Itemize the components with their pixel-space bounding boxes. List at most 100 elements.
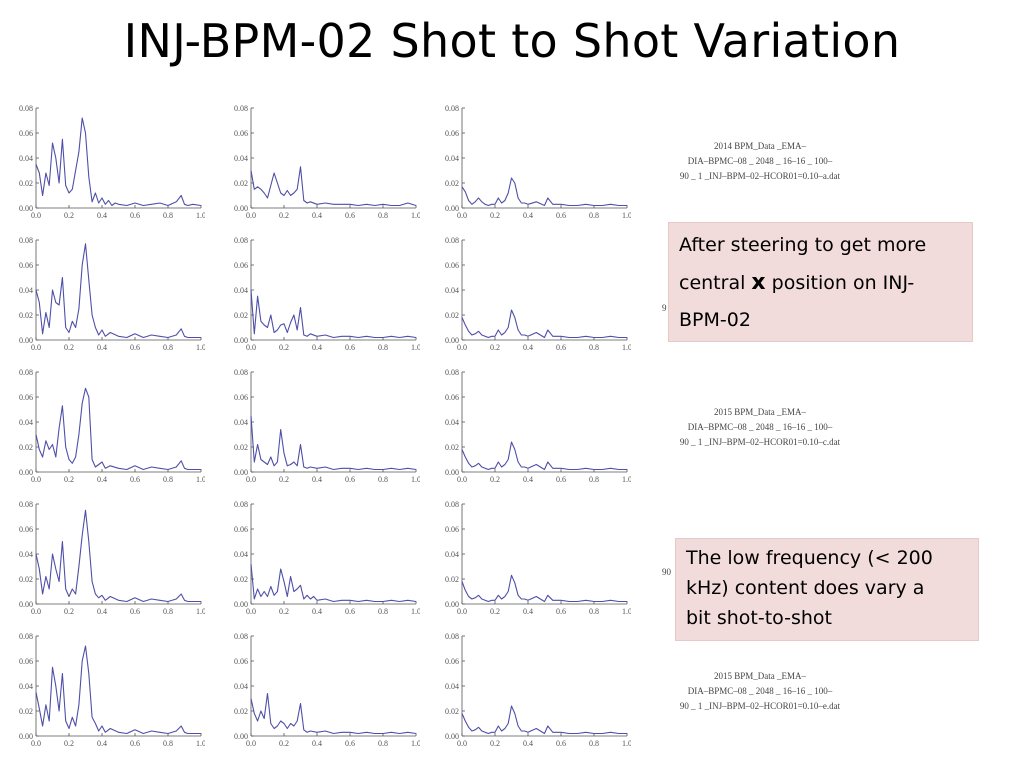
spectrum-line bbox=[461, 574, 627, 603]
x-tick-label: 0.2 bbox=[279, 211, 289, 220]
plot-canvas: 0.00 0.02 0.04 0.06 0.08 0.0 0.2 0.4 0.6 0.8 1.0 bbox=[234, 104, 420, 220]
x-tick-label: 0.2 bbox=[490, 607, 500, 616]
x-tick-label: 0.6 bbox=[130, 343, 140, 352]
spectrum-line bbox=[35, 117, 202, 207]
note-line: kHz) content does vary a bbox=[686, 577, 925, 599]
y-tick-label: 0.08 bbox=[19, 368, 33, 377]
x-tick-label: 0.0 bbox=[246, 607, 256, 616]
x-tick-label: 0.4 bbox=[97, 607, 107, 616]
note-text: position on INJ- bbox=[765, 272, 915, 294]
x-tick-label: 0.2 bbox=[279, 607, 289, 616]
spectrum-line bbox=[461, 441, 627, 471]
spectrum-line bbox=[461, 309, 627, 339]
x-tick-label: 0.4 bbox=[523, 475, 533, 484]
plot-canvas: 0.00 0.02 0.04 0.06 0.08 0.0 0.2 0.4 0.6 0.8 1.0 bbox=[234, 368, 420, 484]
y-tick-label: 0.06 bbox=[234, 525, 248, 534]
filename-line: 90 _ 1 _INJ–BPM–02–HCOR01=0.10–a.dat bbox=[679, 171, 841, 181]
plot-canvas: 0.00 0.02 0.04 0.06 0.08 0.0 0.2 0.4 0.6 0.8 1.0 bbox=[19, 236, 205, 352]
y-tick-label: 0.00 bbox=[445, 732, 459, 741]
y-tick-label: 0.06 bbox=[445, 393, 459, 402]
x-tick-label: 0.4 bbox=[97, 739, 107, 748]
x-tick-label: 0.6 bbox=[345, 607, 355, 616]
x-tick-label: 1.0 bbox=[411, 607, 420, 616]
x-tick-label: 0.8 bbox=[163, 343, 173, 352]
partial-filename-glyph: 9 bbox=[662, 303, 667, 313]
x-tick-label: 0.6 bbox=[345, 211, 355, 220]
plot-canvas: 0.00 0.02 0.04 0.06 0.08 0.0 0.2 0.4 0.6 0.8 1.0 bbox=[234, 500, 420, 616]
y-tick-label: 0.00 bbox=[19, 600, 33, 609]
filename-line: DIA–BPMC–08 _ 2048 _ 16–16 _ 100– bbox=[687, 686, 833, 696]
y-tick-label: 0.08 bbox=[445, 368, 459, 377]
y-tick-label: 0.02 bbox=[234, 575, 248, 584]
x-tick-label: 0.4 bbox=[97, 343, 107, 352]
x-tick-label: 0.8 bbox=[589, 739, 599, 748]
y-tick-label: 0.08 bbox=[445, 500, 459, 509]
spectrum-plot-r5c3: 0.00 0.02 0.04 0.06 0.08 0.0 0.2 0.4 0.6 0.8 1.0 bbox=[436, 631, 631, 751]
x-tick-label: 0.8 bbox=[163, 607, 173, 616]
x-tick-label: 0.8 bbox=[589, 475, 599, 484]
slide-title: INJ-BPM-02 Shot to Shot Variation bbox=[123, 14, 901, 68]
x-tick-label: 1.0 bbox=[411, 475, 420, 484]
note-bold-x: x bbox=[751, 270, 766, 295]
spectrum-line bbox=[250, 289, 417, 339]
x-tick-label: 0.8 bbox=[378, 343, 388, 352]
y-tick-label: 0.02 bbox=[19, 311, 33, 320]
x-tick-label: 0.0 bbox=[246, 343, 256, 352]
x-tick-label: 0.2 bbox=[64, 211, 74, 220]
x-tick-label: 1.0 bbox=[196, 211, 205, 220]
x-tick-label: 0.2 bbox=[490, 343, 500, 352]
y-tick-label: 0.06 bbox=[19, 393, 33, 402]
x-tick-label: 0.2 bbox=[279, 475, 289, 484]
note-line: The low frequency (< 200 bbox=[686, 547, 933, 569]
x-tick-label: 0.2 bbox=[279, 739, 289, 748]
y-tick-label: 0.00 bbox=[234, 204, 248, 213]
spectrum-plot-r4c3: 0.00 0.02 0.04 0.06 0.08 0.0 0.2 0.4 0.6 0.8 1.0 bbox=[436, 499, 631, 619]
x-tick-label: 0.6 bbox=[130, 211, 140, 220]
x-tick-label: 1.0 bbox=[622, 475, 631, 484]
x-tick-label: 0.6 bbox=[345, 343, 355, 352]
y-tick-label: 0.04 bbox=[19, 154, 33, 163]
filename-line: DIA–BPMC–08 _ 2048 _ 16–16 _ 100– bbox=[687, 422, 833, 432]
x-tick-label: 0.6 bbox=[556, 739, 566, 748]
y-tick-label: 0.04 bbox=[234, 286, 248, 295]
y-tick-label: 0.08 bbox=[234, 236, 248, 245]
y-tick-label: 0.04 bbox=[234, 154, 248, 163]
note-line: After steering to get more bbox=[679, 234, 927, 256]
x-tick-label: 0.0 bbox=[31, 343, 41, 352]
y-tick-label: 0.08 bbox=[19, 500, 33, 509]
spectrum-plot-r2c1: 0.00 0.02 0.04 0.06 0.08 0.0 0.2 0.4 0.6 0.8 1.0 bbox=[10, 235, 205, 355]
x-tick-label: 0.4 bbox=[523, 607, 533, 616]
x-tick-label: 0.0 bbox=[457, 607, 467, 616]
data-filename-3: 2015 BPM_Data _EMA– DIA–BPMC–08 _ 2048 _… bbox=[662, 669, 858, 714]
y-tick-label: 0.00 bbox=[445, 600, 459, 609]
y-tick-label: 0.00 bbox=[445, 468, 459, 477]
y-tick-label: 0.04 bbox=[19, 682, 33, 691]
plot-canvas: 0.00 0.02 0.04 0.06 0.08 0.0 0.2 0.4 0.6 0.8 1.0 bbox=[445, 104, 631, 220]
x-tick-label: 0.0 bbox=[457, 739, 467, 748]
spectrum-plot-r4c2: 0.00 0.02 0.04 0.06 0.08 0.0 0.2 0.4 0.6 0.8 1.0 bbox=[225, 499, 420, 619]
x-tick-label: 0.0 bbox=[31, 739, 41, 748]
y-tick-label: 0.00 bbox=[445, 204, 459, 213]
y-tick-label: 0.00 bbox=[445, 336, 459, 345]
y-tick-label: 0.04 bbox=[445, 682, 459, 691]
y-tick-label: 0.04 bbox=[19, 418, 33, 427]
x-tick-label: 1.0 bbox=[196, 475, 205, 484]
x-tick-label: 0.6 bbox=[556, 475, 566, 484]
x-tick-label: 0.6 bbox=[556, 211, 566, 220]
y-tick-label: 0.06 bbox=[19, 657, 33, 666]
y-tick-label: 0.02 bbox=[234, 443, 248, 452]
x-tick-label: 0.4 bbox=[97, 211, 107, 220]
x-tick-label: 0.0 bbox=[31, 607, 41, 616]
x-tick-label: 0.6 bbox=[345, 739, 355, 748]
x-tick-label: 0.4 bbox=[312, 739, 322, 748]
x-tick-label: 0.4 bbox=[523, 739, 533, 748]
note-line: central x position on INJ- bbox=[679, 264, 962, 302]
partial-filename-glyph: 90 bbox=[662, 567, 671, 577]
y-tick-label: 0.02 bbox=[19, 707, 33, 716]
x-tick-label: 0.8 bbox=[589, 211, 599, 220]
plot-canvas: 0.00 0.02 0.04 0.06 0.08 0.0 0.2 0.4 0.6 0.8 1.0 bbox=[445, 632, 631, 748]
y-tick-label: 0.06 bbox=[19, 525, 33, 534]
x-tick-label: 0.4 bbox=[312, 211, 322, 220]
y-tick-label: 0.04 bbox=[445, 286, 459, 295]
x-tick-label: 0.6 bbox=[130, 739, 140, 748]
